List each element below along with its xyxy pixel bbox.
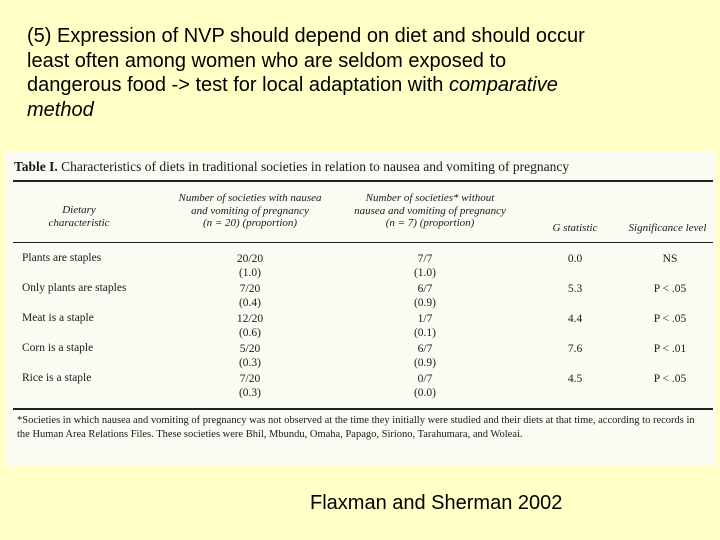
header-without-line1: Number of societies* without bbox=[365, 192, 495, 204]
cell-g-statistic: 5.3 bbox=[567, 283, 583, 295]
cell-significance: P < .01 bbox=[653, 343, 687, 355]
header-dietary: Dietary characteristic bbox=[19, 204, 139, 229]
cell-without: 1/7 bbox=[417, 313, 433, 325]
slide-heading: (5) Expression of NVP should depend on d… bbox=[27, 24, 707, 122]
cell-with: 12/20 bbox=[236, 313, 264, 325]
cell-g-statistic: 4.4 bbox=[567, 313, 583, 325]
row-label: Rice is a staple bbox=[22, 372, 92, 384]
cell-without-proportion: (0.9) bbox=[413, 297, 437, 309]
table-footnote: *Societies in which nausea and vomiting … bbox=[17, 415, 695, 440]
header-dietary-line1: Dietary bbox=[62, 204, 96, 216]
cell-with: 20/20 bbox=[236, 253, 264, 265]
table-caption-number: Table I. bbox=[14, 159, 58, 174]
bottom-rule bbox=[13, 408, 713, 410]
cell-without-proportion: (1.0) bbox=[413, 267, 437, 279]
header-sig: Significance level bbox=[628, 222, 707, 234]
heading-italic-word: comparative bbox=[448, 74, 558, 96]
row-label: Corn is a staple bbox=[22, 342, 94, 354]
cell-with: 5/20 bbox=[239, 343, 261, 355]
header-dietary-line2: characteristic bbox=[48, 216, 110, 229]
header-without-line3: (n = 7) (proportion) bbox=[385, 217, 475, 229]
cell-without-proportion: (0.9) bbox=[413, 357, 437, 369]
cell-with-proportion: (0.4) bbox=[238, 297, 262, 309]
row-label: Only plants are staples bbox=[22, 282, 127, 294]
cell-without-proportion: (0.1) bbox=[413, 327, 437, 339]
row-label: Meat is a staple bbox=[22, 312, 94, 324]
cell-g-statistic: 0.0 bbox=[567, 253, 583, 265]
top-rule bbox=[13, 180, 713, 182]
header-g: G statistic bbox=[552, 222, 598, 234]
table-caption-text: Characteristics of diets in traditional … bbox=[57, 159, 570, 174]
cell-g-statistic: 7.6 bbox=[567, 343, 583, 355]
cell-with: 7/20 bbox=[239, 373, 261, 385]
heading-italic-word-2: method bbox=[27, 98, 94, 121]
cell-without: 6/7 bbox=[417, 283, 433, 295]
header-with-line1: Number of societies with nausea bbox=[178, 192, 322, 204]
header-rule bbox=[13, 242, 713, 243]
cell-g-statistic: 4.5 bbox=[567, 373, 583, 385]
heading-line-1: (5) Expression of NVP should depend on d… bbox=[27, 25, 585, 47]
cell-without: 6/7 bbox=[417, 343, 433, 355]
header-with-line2: and vomiting of pregnancy bbox=[191, 204, 309, 217]
heading-line-3: dangerous food -> test for local adaptat… bbox=[27, 73, 707, 98]
cell-significance: P < .05 bbox=[653, 283, 687, 295]
cell-with-proportion: (0.3) bbox=[238, 387, 262, 399]
cell-significance: P < .05 bbox=[653, 373, 687, 385]
header-with: Number of societies with nausea and vomi… bbox=[155, 192, 345, 230]
row-label: Plants are staples bbox=[22, 252, 102, 264]
heading-line-2: least often among women who are seldom e… bbox=[27, 49, 507, 72]
cell-with: 7/20 bbox=[239, 283, 261, 295]
cell-significance: NS bbox=[662, 253, 678, 265]
heading-line-4: method bbox=[27, 98, 707, 123]
cell-with-proportion: (0.3) bbox=[238, 357, 262, 369]
citation: Flaxman and Sherman 2002 bbox=[310, 492, 563, 514]
table-caption: Table I. Characteristics of diets in tra… bbox=[14, 159, 569, 175]
cell-with-proportion: (1.0) bbox=[238, 267, 262, 279]
heading-line-3-text: dangerous food -> test for local adaptat… bbox=[27, 74, 449, 96]
cell-without-proportion: (0.0) bbox=[413, 387, 437, 399]
table-scan: Table I. Characteristics of diets in tra… bbox=[5, 152, 715, 466]
header-with-line3: (n = 20) (proportion) bbox=[202, 217, 298, 229]
cell-significance: P < .05 bbox=[653, 313, 687, 325]
header-without-line2: nausea and vomiting of pregnancy bbox=[354, 204, 506, 217]
cell-with-proportion: (0.6) bbox=[238, 327, 262, 339]
cell-without: 0/7 bbox=[417, 373, 433, 385]
cell-without: 7/7 bbox=[417, 253, 433, 265]
header-without: Number of societies* without nausea and … bbox=[335, 192, 525, 230]
